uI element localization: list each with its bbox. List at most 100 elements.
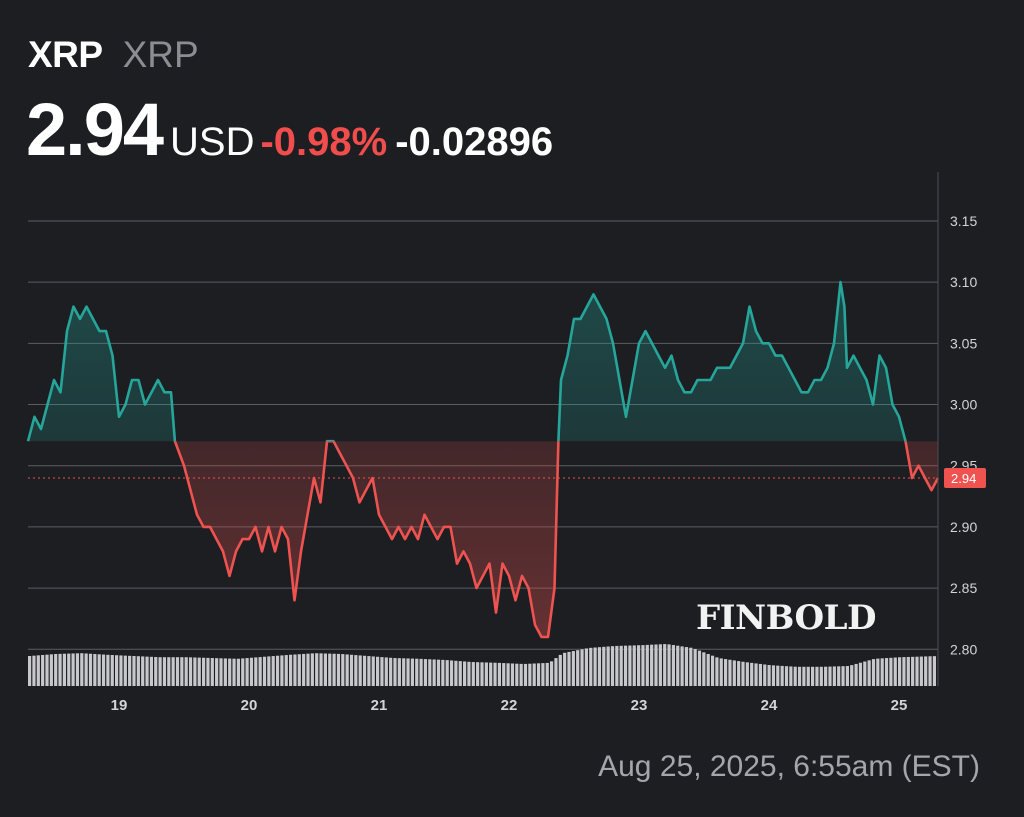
volume-bar [236,658,240,686]
volume-bar [597,647,602,686]
volume-bar [449,660,454,686]
volume-bar [789,666,793,686]
x-tick-label: 22 [501,697,518,714]
volume-bar [832,666,836,686]
volume-bar [193,657,197,686]
volume-bar [49,654,53,686]
volume-bar [902,657,906,686]
volume-bar [202,657,206,686]
volume-bar [771,665,776,686]
volume-bar [536,663,541,686]
volume-bar [297,654,301,686]
volume-bar [811,666,815,686]
volume-bar [850,665,854,686]
volume-bar [115,655,119,686]
volume-bar [428,659,432,686]
y-tick-label: 3.10 [950,274,977,290]
volume-bar [280,655,284,686]
volume-bar [545,662,549,686]
volume-bar [149,656,153,686]
ticker-symbol: XRP [28,34,103,75]
volume-bar [719,658,723,686]
volume-bar [249,657,254,686]
volume-bar [241,658,245,686]
volume-bar [550,661,554,686]
volume-bar [101,654,106,686]
volume-bar [911,656,915,686]
volume-bar [563,652,567,686]
volume-bar [532,663,536,686]
volume-bar [628,645,632,686]
volume-bar [71,653,75,686]
volume-bar [197,657,201,686]
y-tick-label: 3.05 [950,335,977,351]
ticker-header: XRP XRP [28,34,199,76]
volume-bar [824,666,828,686]
volume-bar [623,645,628,686]
volume-bar [97,654,101,686]
volume-bar [67,653,71,686]
volume-bar [724,659,728,686]
volume-bar [932,656,936,686]
volume-bar [845,666,849,686]
volume-bar [610,646,615,686]
volume-bar [676,645,680,686]
volume-bar [275,655,280,686]
volume-bar [410,658,414,686]
volume-bar [645,644,649,686]
volume-bar [515,663,519,686]
volume-bar [371,656,375,686]
volume-bar [576,650,580,686]
volume-bar [906,656,910,686]
volume-bar [362,655,367,686]
volume-bar [228,658,232,686]
volume-bar [671,645,675,686]
volume-bar [919,656,923,686]
volume-bar [293,654,297,686]
volume-bar [593,647,597,686]
volume-bar [436,659,441,686]
volume-bar [389,657,393,686]
volume-bar [606,646,610,686]
volume-bar [554,658,558,686]
y-tick-label: 2.80 [950,641,977,657]
volume-bar [915,656,919,686]
volume-bar [54,653,58,686]
volume-bar [893,657,897,686]
volume-bar [754,663,758,686]
volume-bar [323,653,327,686]
volume-bar [702,652,706,686]
volume-bar [480,662,484,686]
volume-bar [858,662,863,686]
volume-bar [880,658,884,686]
volume-bar [41,654,45,686]
x-tick-label: 24 [761,697,778,714]
x-tick-label: 19 [111,697,128,714]
volume-bar [784,666,789,686]
volume-bar [571,651,575,686]
volume-bar [267,656,271,686]
volume-bar [471,662,475,686]
volume-bar [354,655,358,686]
last-price-badge: 2.94 [28,467,986,488]
volume-bar [728,659,732,686]
ticker-name: XRP [122,34,199,75]
volume-bar [745,662,749,686]
volume-bar [358,655,362,686]
volume-bar [837,666,841,686]
volume-bar [62,653,66,686]
volume-bar [32,655,36,686]
volume-bars [28,644,936,686]
volume-bar [889,657,893,686]
volume-bar [319,653,323,686]
volume-bar [432,659,436,686]
volume-bar [210,658,214,686]
volume-bar [367,656,371,686]
volume-bar [484,662,488,686]
volume-bar [384,657,388,686]
volume-bar [519,663,523,686]
volume-bar [184,657,188,686]
volume-bar [506,663,510,686]
